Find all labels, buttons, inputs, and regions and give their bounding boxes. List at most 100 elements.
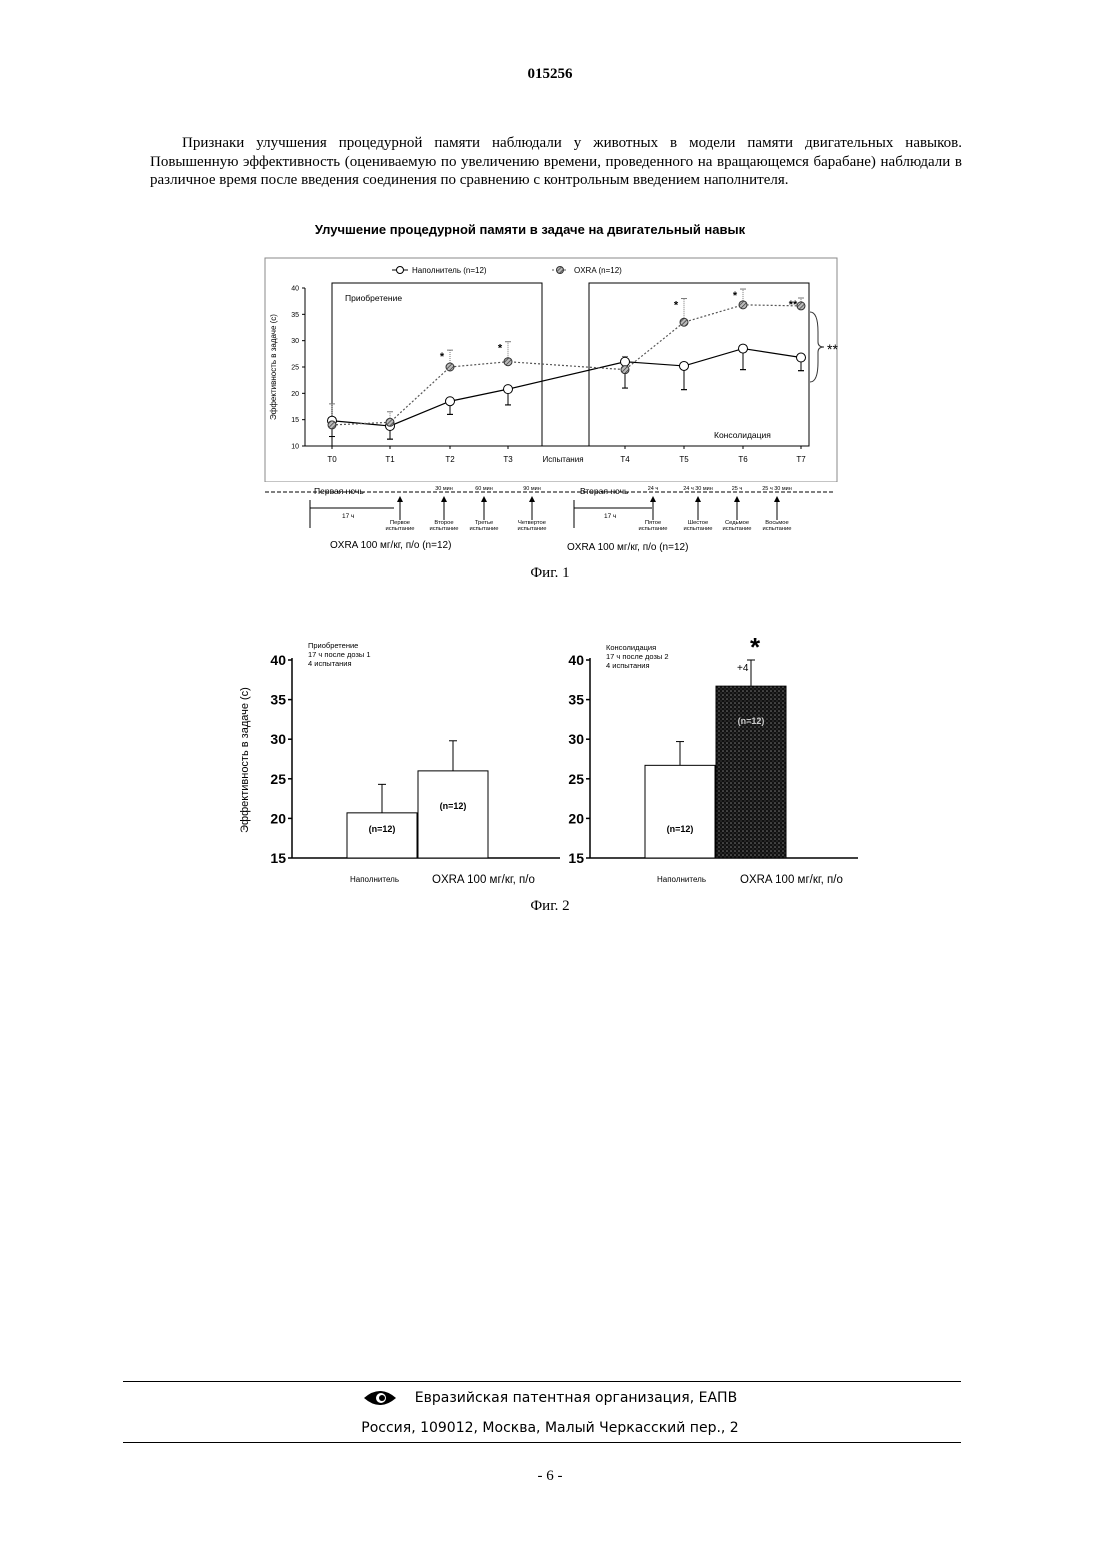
x-tick-label: T1 <box>385 455 395 464</box>
event-arrowhead <box>481 496 487 502</box>
figure1-timeline: Первая ночь Вторая ночь 17 ч 17 ч Первое… <box>262 480 842 560</box>
bar-y-tick-label: 15 <box>568 850 584 866</box>
plus-annotation: +4 <box>737 663 749 674</box>
y-tick-label: 40 <box>291 286 299 293</box>
footer-address: Россия, 109012, Москва, Малый Черкасский… <box>0 1420 1100 1436</box>
dose-label-1: OXRA 100 мг/кг, п/о (n=12) <box>330 540 451 551</box>
interval-label: 24 ч 30 мин <box>683 486 713 492</box>
consolidation-subtitle-1: 17 ч после дозы 2 <box>606 652 669 661</box>
series-line-vehicle <box>332 349 801 426</box>
x-tick-label: T4 <box>620 455 630 464</box>
data-point-oxra <box>504 358 512 366</box>
data-point-vehicle <box>446 397 455 406</box>
x-tick-label: T7 <box>796 455 806 464</box>
data-point-vehicle <box>680 361 689 370</box>
data-point-vehicle <box>739 344 748 353</box>
significance-mark: ** <box>789 299 798 311</box>
interval-label: 90 мин <box>523 486 541 492</box>
second-night-label: Вторая ночь <box>580 486 629 496</box>
interval-label: 60 мин <box>475 486 493 492</box>
bar-n-label: (n=12) <box>738 716 765 726</box>
bar-y-tick-label: 35 <box>270 692 286 708</box>
bar-y-tick-label: 15 <box>270 850 286 866</box>
x-tick-label: T5 <box>679 455 689 464</box>
bar <box>716 686 786 858</box>
acquisition-category-1: Наполнитель <box>350 875 399 884</box>
x-tick-label: T6 <box>738 455 748 464</box>
consolidation-category-1: Наполнитель <box>657 875 706 884</box>
x-tick-label: T0 <box>327 455 337 464</box>
interval-label: 24 ч <box>648 486 659 492</box>
interval-label: 25 ч <box>732 486 743 492</box>
event-label-line2: испытание <box>723 526 752 532</box>
x-axis-label: Испытания <box>542 455 583 464</box>
legend-oxra-label: OXRA (n=12) <box>574 266 622 275</box>
footer-top-rule <box>123 1381 961 1382</box>
figure1-line-chart: Наполнитель (n=12) OXRA (n=12) 101520253… <box>262 252 842 482</box>
figure1-title: Улучшение процедурной памяти в задаче на… <box>0 222 1060 237</box>
bar-n-label: (n=12) <box>369 824 396 834</box>
bar-y-tick-label: 25 <box>270 771 286 787</box>
data-point-oxra <box>621 366 629 374</box>
consolidation-subtitle-2: 4 испытания <box>606 661 650 670</box>
event-label-line2: испытание <box>684 526 713 532</box>
event-label-line2: испытание <box>639 526 668 532</box>
event-label-line2: испытание <box>763 526 792 532</box>
legend-vehicle-label: Наполнитель (n=12) <box>412 266 487 275</box>
bar-y-tick-label: 20 <box>270 810 286 826</box>
figure1-caption: Фиг. 1 <box>0 565 1100 582</box>
footer-bottom-rule <box>123 1442 961 1443</box>
y-tick-label: 20 <box>291 391 299 398</box>
event-label-line2: испытание <box>386 526 415 532</box>
event-arrowhead <box>695 496 701 502</box>
chart-legend: Наполнитель (n=12) OXRA (n=12) <box>392 266 622 275</box>
consolidation-label: Консолидация <box>714 430 771 440</box>
bar-n-label: (n=12) <box>440 801 467 811</box>
event-arrowhead <box>774 496 780 502</box>
event-arrowhead <box>397 496 403 502</box>
interval-17h-1: 17 ч <box>342 513 354 520</box>
event-arrowhead <box>650 496 656 502</box>
bar-y-tick-label: 30 <box>270 731 286 747</box>
event-arrowhead <box>441 496 447 502</box>
bar-n-label: (n=12) <box>667 824 694 834</box>
significance-mark: * <box>674 300 679 312</box>
x-tick-label: T2 <box>445 455 455 464</box>
plot-area: ****** <box>328 289 806 439</box>
first-night-label: Первая ночь <box>314 486 364 496</box>
consolidation-title: Консолидация <box>606 643 656 652</box>
significance-star: * <box>750 632 761 662</box>
chart-frame <box>265 258 837 482</box>
data-point-oxra <box>739 301 747 309</box>
data-point-oxra <box>797 302 805 310</box>
bar-y-tick-label: 30 <box>568 731 584 747</box>
legend-vehicle-marker <box>397 267 404 274</box>
acquisition-subtitle-2: 4 испытания <box>308 659 352 668</box>
bar <box>418 771 488 858</box>
significance-mark: * <box>733 290 738 302</box>
body-paragraph: Признаки улучшения процедурной памяти на… <box>150 134 962 190</box>
bar-y-tick-label: 20 <box>568 810 584 826</box>
x-tick-label: T3 <box>503 455 513 464</box>
data-point-oxra <box>386 418 394 426</box>
bar-y-tick-label: 40 <box>568 652 584 668</box>
data-point-vehicle <box>621 357 630 366</box>
bar-y-tick-label: 40 <box>270 652 286 668</box>
bar-y-tick-label: 35 <box>568 692 584 708</box>
acquisition-title: Приобретение <box>308 641 358 650</box>
event-label-line2: испытание <box>518 526 547 532</box>
data-point-oxra <box>328 421 336 429</box>
event-label-line2: испытание <box>430 526 459 532</box>
figure2-bar-charts: Эффективность в задаче (с) Приобретение … <box>230 630 890 890</box>
eapv-logo-icon <box>363 1388 397 1408</box>
dose-label-2: OXRA 100 мг/кг, п/о (n=12) <box>567 542 688 553</box>
document-number: 015256 <box>0 66 1100 83</box>
page-number: - 6 - <box>0 1468 1100 1485</box>
y-axis-label: Эффективность в задаче (с) <box>269 314 278 420</box>
y-tick-label: 25 <box>291 365 299 372</box>
acquisition-subtitle-1: 17 ч после дозы 1 <box>308 650 371 659</box>
bracket-mark: ** <box>827 341 838 357</box>
consolidation-category-2: OXRA 100 мг/кг, п/о <box>740 874 843 886</box>
event-arrowhead <box>734 496 740 502</box>
